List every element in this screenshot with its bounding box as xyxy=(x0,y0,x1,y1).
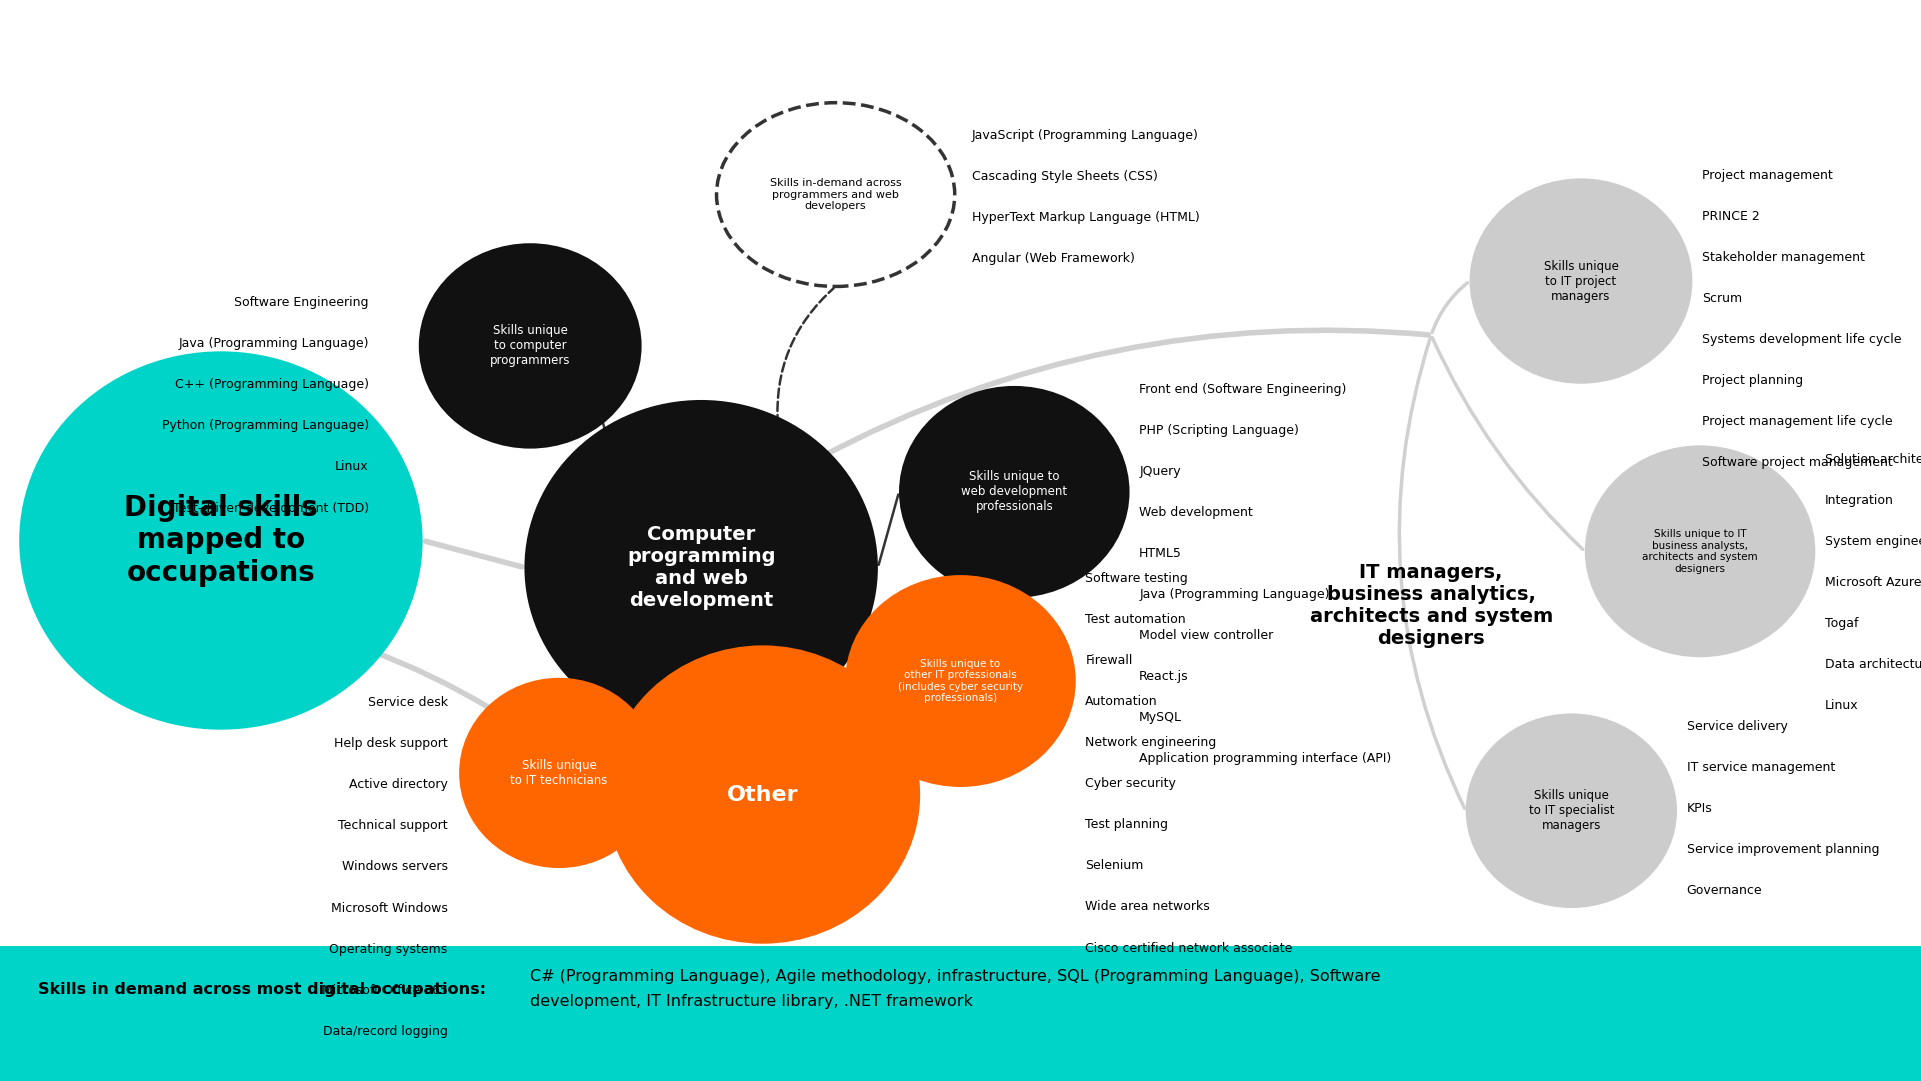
Text: Selenium: Selenium xyxy=(1085,859,1143,872)
Ellipse shape xyxy=(605,645,920,944)
Text: Network engineering: Network engineering xyxy=(1085,736,1216,749)
Text: Java (Programming Language): Java (Programming Language) xyxy=(179,337,369,350)
FancyArrowPatch shape xyxy=(878,494,899,565)
FancyArrowPatch shape xyxy=(599,413,605,435)
Ellipse shape xyxy=(524,400,878,735)
Text: Project planning: Project planning xyxy=(1702,374,1804,387)
Text: Linux: Linux xyxy=(334,461,369,473)
Ellipse shape xyxy=(1585,445,1815,657)
Text: Software testing: Software testing xyxy=(1085,572,1187,585)
Text: JavaScript (Programming Language): JavaScript (Programming Language) xyxy=(972,129,1199,142)
Ellipse shape xyxy=(717,103,955,286)
Text: Data/record logging: Data/record logging xyxy=(323,1025,448,1038)
Text: Governance: Governance xyxy=(1687,884,1762,897)
Text: Test planning: Test planning xyxy=(1085,818,1168,831)
Text: MySQL: MySQL xyxy=(1139,711,1181,724)
Text: Microsoft Windows: Microsoft Windows xyxy=(330,902,448,915)
Text: Technical support: Technical support xyxy=(338,819,448,832)
Text: Computer
programming
and web
development: Computer programming and web development xyxy=(626,525,776,610)
Ellipse shape xyxy=(1470,178,1692,384)
Text: Help desk support: Help desk support xyxy=(334,737,448,750)
Ellipse shape xyxy=(19,351,423,730)
Text: Integration: Integration xyxy=(1825,494,1894,507)
Text: IT managers,
business analytics,
architects and system
designers: IT managers, business analytics, archite… xyxy=(1310,563,1552,648)
Text: Angular (Web Framework): Angular (Web Framework) xyxy=(972,252,1135,265)
Text: Web development: Web development xyxy=(1139,506,1252,519)
Text: Skills in demand across most digital occupations:: Skills in demand across most digital occ… xyxy=(38,982,486,997)
FancyArrowPatch shape xyxy=(818,330,1429,458)
Text: Skills in-demand across
programmers and web
developers: Skills in-demand across programmers and … xyxy=(770,178,901,211)
Text: Wide area networks: Wide area networks xyxy=(1085,900,1210,913)
Text: Project management: Project management xyxy=(1702,169,1833,182)
Text: JQuery: JQuery xyxy=(1139,465,1181,478)
Text: Project management life cycle: Project management life cycle xyxy=(1702,415,1892,428)
Text: Application programming interface (API): Application programming interface (API) xyxy=(1139,752,1391,765)
Text: Skills unique to
other IT professionals
(includes cyber security
professionals): Skills unique to other IT professionals … xyxy=(897,658,1024,704)
Text: Service improvement planning: Service improvement planning xyxy=(1687,843,1879,856)
Text: Digital skills
mapped to
occupations: Digital skills mapped to occupations xyxy=(125,494,317,587)
Text: Microsoft Azure: Microsoft Azure xyxy=(1825,576,1921,589)
Text: Test automation: Test automation xyxy=(1085,613,1185,626)
Text: Skills unique
to IT project
managers: Skills unique to IT project managers xyxy=(1544,259,1617,303)
Text: Java (Programming Language): Java (Programming Language) xyxy=(1139,588,1329,601)
Ellipse shape xyxy=(845,575,1076,787)
Text: Linux: Linux xyxy=(1825,699,1860,712)
Text: Cascading Style Sheets (CSS): Cascading Style Sheets (CSS) xyxy=(972,170,1158,183)
Text: Automation: Automation xyxy=(1085,695,1158,708)
Text: Operating systems: Operating systems xyxy=(328,943,448,956)
Text: Other: Other xyxy=(726,785,799,804)
Text: Cyber security: Cyber security xyxy=(1085,777,1176,790)
Text: C# (Programming Language), Agile methodology, infrastructure, SQL (Programming L: C# (Programming Language), Agile methodo… xyxy=(530,970,1381,1009)
FancyArrowPatch shape xyxy=(425,542,523,566)
Text: Test-driven development (TDD): Test-driven development (TDD) xyxy=(173,502,369,515)
Text: PRINCE 2: PRINCE 2 xyxy=(1702,210,1760,223)
Text: Microsoft Office 365: Microsoft Office 365 xyxy=(321,984,448,997)
Text: Systems development life cycle: Systems development life cycle xyxy=(1702,333,1902,346)
Ellipse shape xyxy=(419,243,642,449)
FancyArrowPatch shape xyxy=(1398,337,1464,809)
FancyArrowPatch shape xyxy=(778,289,834,424)
Text: Firewall: Firewall xyxy=(1085,654,1133,667)
Text: Skills unique
to computer
programmers: Skills unique to computer programmers xyxy=(490,324,571,368)
Text: Software Engineering: Software Engineering xyxy=(234,296,369,309)
Text: Software project management: Software project management xyxy=(1702,456,1892,469)
FancyArrowPatch shape xyxy=(1431,283,1468,333)
Text: Data architecture: Data architecture xyxy=(1825,658,1921,671)
Text: Skills unique
to IT specialist
managers: Skills unique to IT specialist managers xyxy=(1529,789,1614,832)
Text: React.js: React.js xyxy=(1139,670,1189,683)
Text: HTML5: HTML5 xyxy=(1139,547,1181,560)
FancyArrowPatch shape xyxy=(1433,337,1583,549)
FancyArrowPatch shape xyxy=(845,684,918,793)
Text: System engineering: System engineering xyxy=(1825,535,1921,548)
Text: Cisco certified network associate: Cisco certified network associate xyxy=(1085,942,1293,955)
FancyArrowPatch shape xyxy=(367,650,603,792)
Text: Togaf: Togaf xyxy=(1825,617,1858,630)
Text: Skills unique
to IT technicians: Skills unique to IT technicians xyxy=(511,759,607,787)
Text: Skills unique to
web development
professionals: Skills unique to web development profess… xyxy=(960,470,1068,513)
Text: Scrum: Scrum xyxy=(1702,292,1742,305)
Text: C++ (Programming Language): C++ (Programming Language) xyxy=(175,378,369,391)
Text: Active directory: Active directory xyxy=(350,778,448,791)
Ellipse shape xyxy=(1466,713,1677,908)
Bar xyxy=(0,946,1921,1081)
Text: Solution architecture: Solution architecture xyxy=(1825,453,1921,466)
Text: Stakeholder management: Stakeholder management xyxy=(1702,251,1865,264)
Text: Service delivery: Service delivery xyxy=(1687,720,1788,733)
Text: Model view controller: Model view controller xyxy=(1139,629,1274,642)
Text: Python (Programming Language): Python (Programming Language) xyxy=(161,419,369,432)
Text: Front end (Software Engineering): Front end (Software Engineering) xyxy=(1139,383,1347,396)
Text: Skills unique to IT
business analysts,
architects and system
designers: Skills unique to IT business analysts, a… xyxy=(1642,529,1758,574)
Text: KPIs: KPIs xyxy=(1687,802,1712,815)
Text: Service desk: Service desk xyxy=(367,696,448,709)
Text: Windows servers: Windows servers xyxy=(342,860,448,873)
Ellipse shape xyxy=(459,678,659,868)
Ellipse shape xyxy=(899,386,1130,598)
Text: PHP (Scripting Language): PHP (Scripting Language) xyxy=(1139,424,1299,437)
Text: HyperText Markup Language (HTML): HyperText Markup Language (HTML) xyxy=(972,211,1201,224)
Text: IT service management: IT service management xyxy=(1687,761,1835,774)
